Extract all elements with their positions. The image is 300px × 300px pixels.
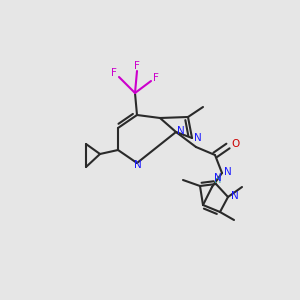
Text: N: N [177, 126, 185, 136]
Text: N: N [224, 167, 232, 177]
Text: F: F [111, 68, 117, 78]
Text: N: N [214, 173, 222, 183]
Text: N: N [194, 133, 202, 143]
Text: F: F [153, 73, 159, 83]
Text: F: F [134, 61, 140, 71]
Text: N: N [134, 160, 142, 170]
Text: H: H [214, 175, 222, 185]
Text: O: O [231, 139, 239, 149]
Text: N: N [231, 191, 239, 201]
